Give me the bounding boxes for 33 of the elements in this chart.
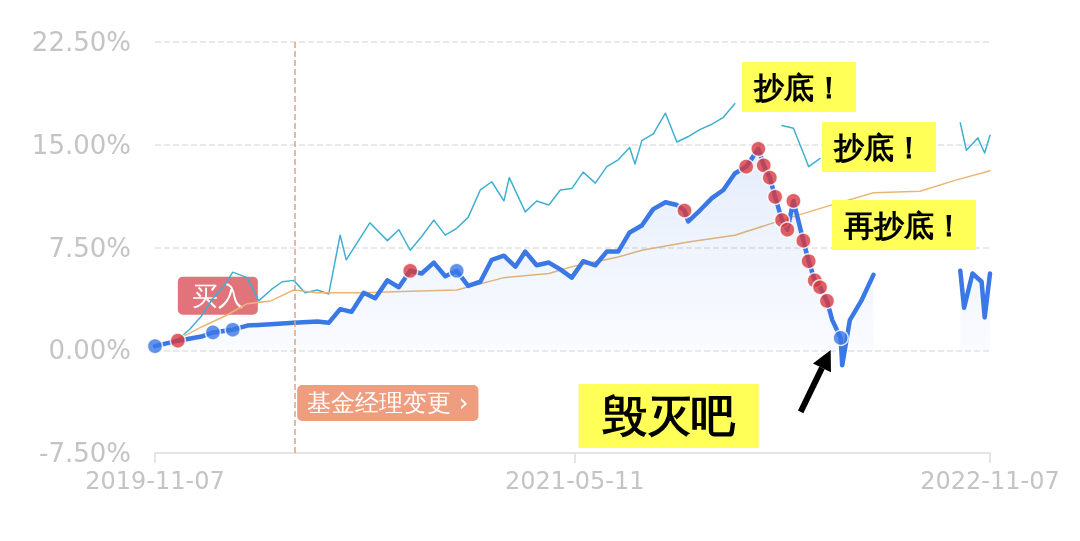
point	[766, 188, 784, 206]
point	[818, 292, 836, 310]
point	[146, 337, 164, 355]
point	[448, 262, 465, 280]
point	[795, 232, 812, 249]
x-tick-label: 2022-11-07	[920, 467, 1060, 495]
y-tick-label: 15.00%	[31, 129, 131, 160]
point	[737, 158, 755, 175]
point	[750, 140, 767, 158]
y-tick-label: -7.50%	[39, 438, 131, 468]
point	[832, 329, 849, 347]
x-tick-label: 2021-05-11	[505, 467, 645, 495]
annotation: 抄底！	[833, 129, 924, 165]
point	[676, 202, 693, 219]
annotation: 买入	[191, 280, 244, 311]
y-tick-label: 22.50%	[31, 27, 131, 57]
annotation: 再抄底！	[843, 207, 964, 243]
point	[811, 278, 829, 296]
ref-line-label: 基金经理变更 ›	[307, 389, 469, 417]
point	[779, 221, 796, 238]
point	[785, 192, 802, 210]
point	[761, 169, 779, 186]
annotation: 抄底！	[753, 69, 844, 105]
point	[401, 262, 419, 280]
y-tick-label: 7.50%	[48, 232, 131, 263]
annotation: 毁灭吧	[601, 390, 736, 442]
point	[204, 324, 222, 341]
point	[169, 332, 187, 349]
y-tick-label: 0.00%	[48, 335, 131, 366]
point	[755, 157, 772, 174]
point	[224, 321, 241, 338]
point	[800, 252, 817, 270]
x-tick-label: 2019-11-07	[85, 467, 225, 495]
